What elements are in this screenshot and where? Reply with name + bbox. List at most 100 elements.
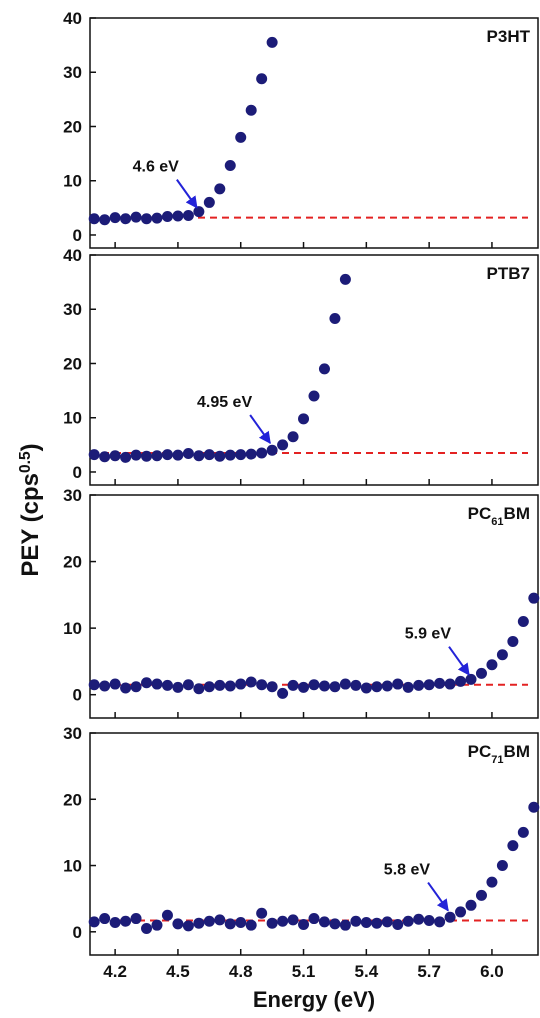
data-point: [109, 450, 121, 462]
data-point: [120, 682, 132, 694]
data-point: [224, 918, 236, 930]
panel-label: PC61BM: [468, 504, 530, 528]
data-point: [182, 209, 194, 221]
label-part: BM: [504, 742, 530, 761]
data-point: [88, 213, 100, 225]
data-point: [161, 909, 173, 921]
data-point: [224, 680, 236, 692]
data-point: [235, 678, 247, 690]
data-point: [329, 681, 341, 693]
y-tick-label: 30: [63, 63, 82, 82]
x-tick-label: 4.8: [229, 962, 253, 981]
y-tick-label: 20: [63, 117, 82, 136]
data-point: [507, 840, 519, 852]
data-point: [381, 916, 393, 928]
label-part: 0.5: [17, 451, 34, 473]
annotation-label: 5.8 eV: [384, 862, 431, 879]
plot-frame: [89, 494, 539, 719]
data-point: [287, 914, 299, 926]
data-point: [99, 680, 111, 692]
data-point: [151, 450, 163, 462]
data-point: [130, 913, 142, 925]
label-part: 71: [491, 754, 503, 766]
data-point: [444, 678, 456, 690]
data-point: [496, 649, 508, 661]
data-point: [224, 449, 236, 461]
label-part: PC: [468, 742, 492, 761]
data-point: [193, 917, 205, 929]
data-point: [371, 917, 383, 929]
data-point: [203, 915, 215, 927]
data-point: [214, 914, 226, 926]
data-point: [130, 211, 142, 223]
label-part: PTB7: [487, 264, 530, 283]
y-tick-label: 10: [63, 619, 82, 638]
data-point: [141, 922, 153, 934]
data-point: [120, 915, 132, 927]
data-point: [528, 801, 540, 813]
data-point: [350, 679, 362, 691]
data-point: [245, 104, 257, 116]
data-point: [298, 413, 310, 425]
data-point: [413, 679, 425, 691]
data-point: [413, 913, 425, 925]
data-point: [360, 682, 372, 694]
data-point: [214, 679, 226, 691]
data-point: [318, 680, 330, 692]
y-tick-label: 20: [63, 790, 82, 809]
data-point: [151, 212, 163, 224]
data-point: [109, 678, 121, 690]
data-point: [109, 917, 121, 929]
data-point: [141, 677, 153, 689]
x-tick-label: 5.4: [355, 962, 379, 981]
data-point: [99, 451, 111, 463]
data-point: [517, 615, 529, 627]
data-point: [256, 447, 268, 459]
data-point: [203, 196, 215, 208]
data-point: [266, 917, 278, 929]
data-point: [455, 906, 467, 918]
y-tick-label: 20: [63, 553, 82, 572]
data-point: [214, 183, 226, 195]
data-point: [130, 681, 142, 693]
y-tick-label: 0: [73, 686, 82, 705]
data-point: [172, 918, 184, 930]
plot-frame: [89, 732, 539, 956]
y-tick-label: 0: [73, 923, 82, 942]
data-point: [151, 678, 163, 690]
data-point: [172, 681, 184, 693]
data-point: [475, 889, 487, 901]
data-point: [256, 73, 268, 85]
data-point: [444, 911, 456, 923]
data-point: [120, 213, 132, 225]
data-point: [193, 206, 205, 218]
data-point: [266, 681, 278, 693]
data-point: [475, 667, 487, 679]
data-point: [392, 678, 404, 690]
x-tick-label: 5.7: [417, 962, 441, 981]
panel-label: P3HT: [487, 27, 531, 46]
data-point: [256, 679, 268, 691]
annotation-label: 4.95 eV: [197, 394, 252, 411]
data-point: [203, 681, 215, 693]
data-point: [172, 449, 184, 461]
y-tick-label: 10: [63, 857, 82, 876]
data-point: [120, 451, 132, 463]
data-point: [277, 439, 289, 451]
panel-label: PTB7: [487, 264, 530, 283]
y-tick-label: 0: [73, 226, 82, 245]
data-point: [517, 826, 529, 838]
data-point: [88, 449, 100, 461]
data-point: [434, 916, 446, 928]
data-point: [507, 635, 519, 647]
data-point: [182, 920, 194, 932]
data-point: [99, 214, 111, 226]
data-point: [172, 210, 184, 222]
data-point: [203, 449, 215, 461]
data-point: [486, 659, 498, 671]
y-tick-label: 10: [63, 409, 82, 428]
data-point: [245, 676, 257, 688]
data-point: [308, 913, 320, 925]
data-point: [109, 212, 121, 224]
data-point: [245, 448, 257, 460]
